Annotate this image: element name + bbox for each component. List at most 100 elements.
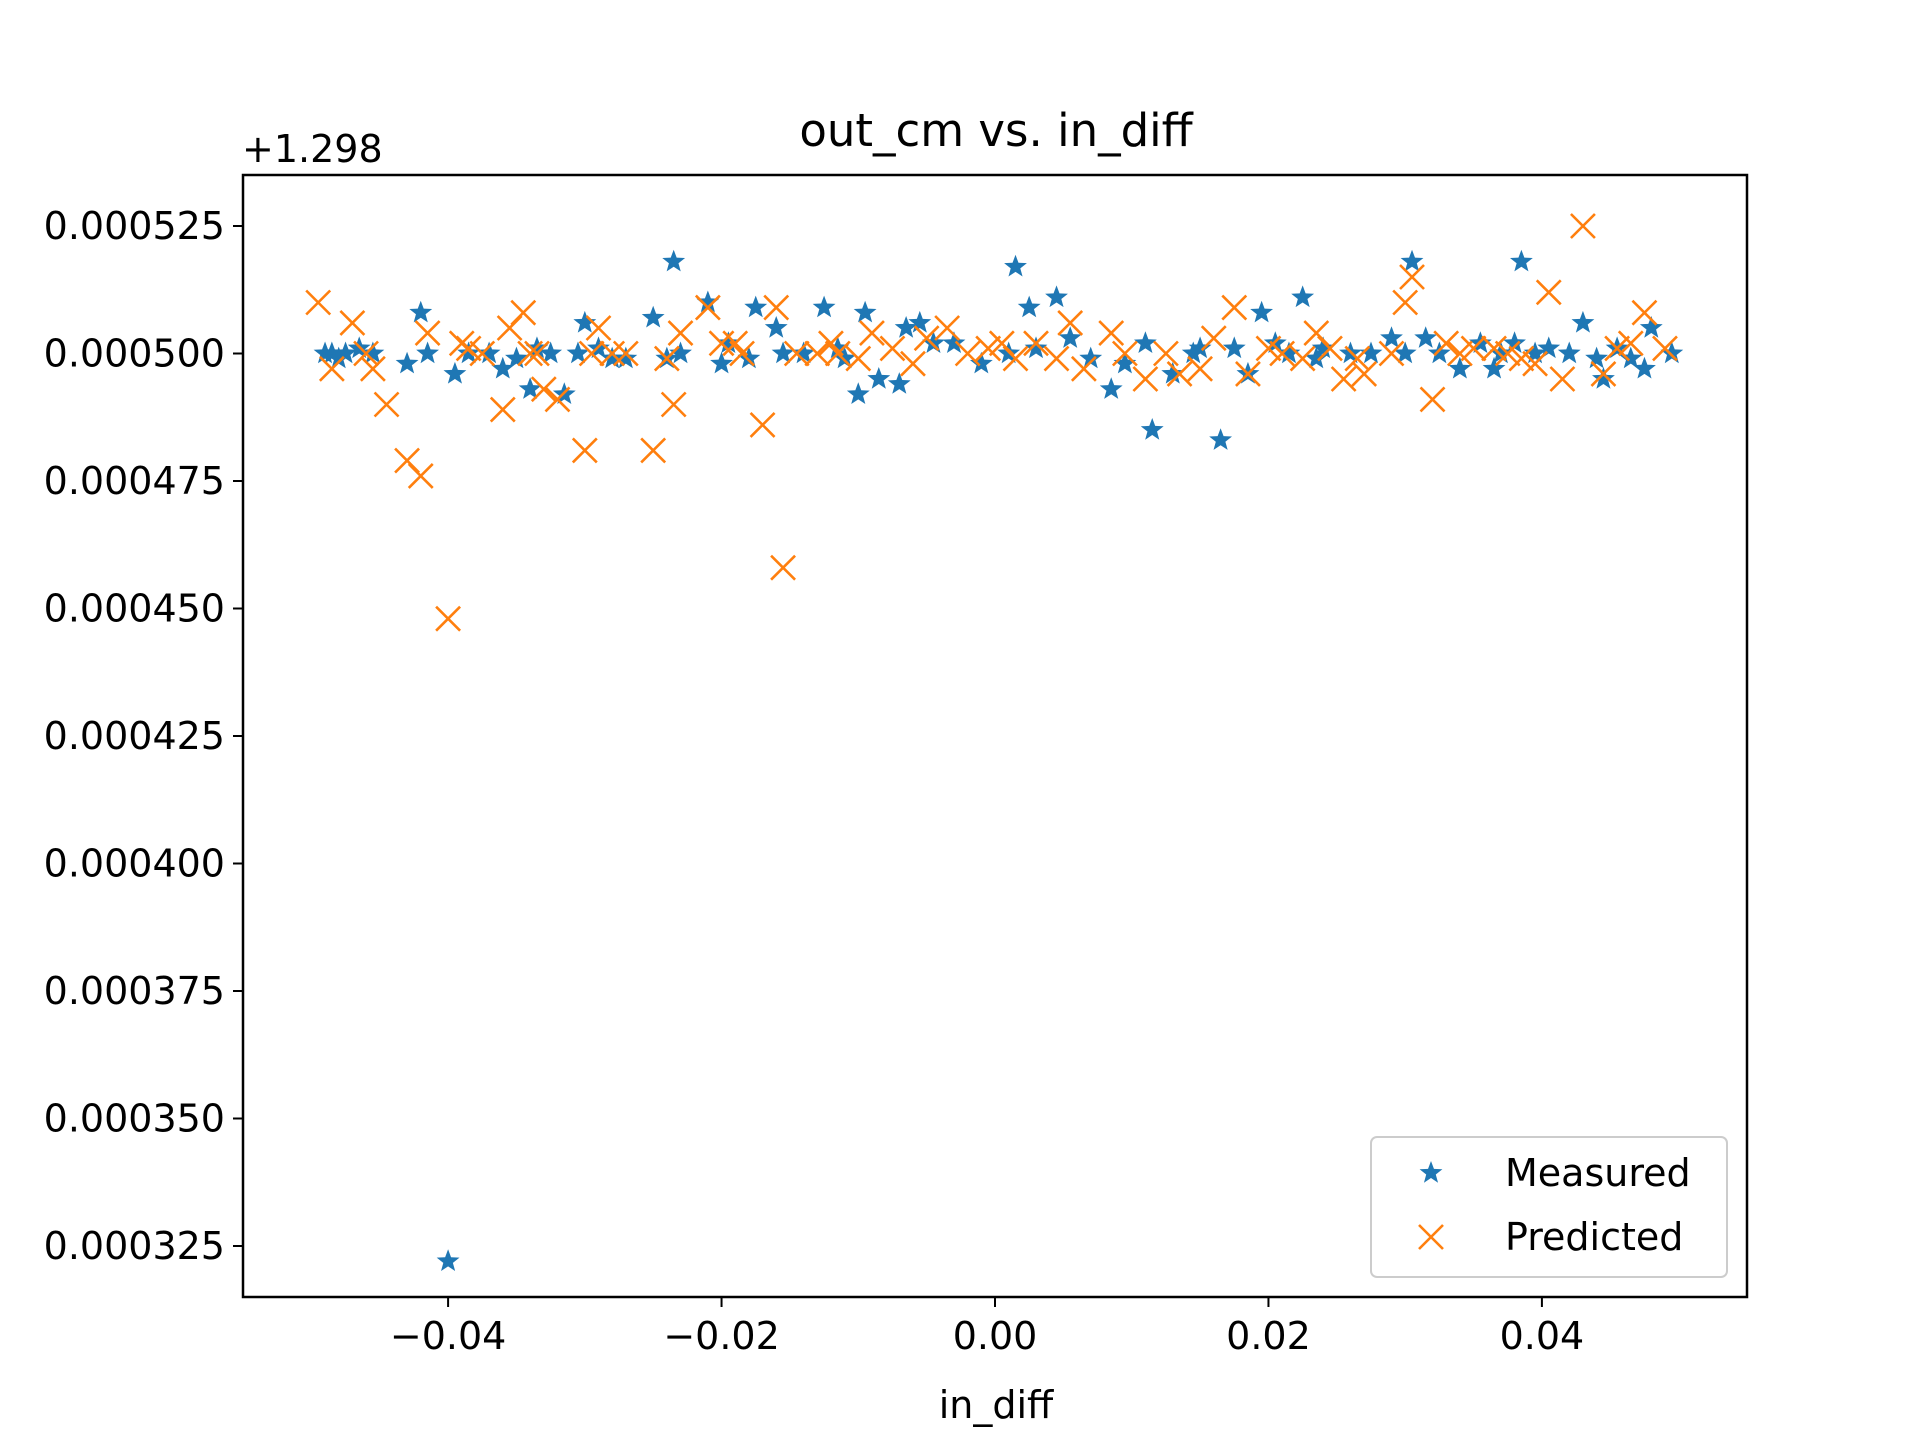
measured-point	[737, 346, 761, 369]
measured-point	[1427, 341, 1451, 364]
y-tick-label: 0.000400	[44, 842, 225, 886]
y-tick-label: 0.000525	[44, 204, 225, 248]
predicted-point	[1549, 366, 1576, 392]
measured-point	[771, 341, 795, 364]
predicted-point	[1535, 279, 1562, 306]
measured-point	[1140, 418, 1164, 440]
predicted-point	[1508, 345, 1535, 372]
predicted-point	[469, 340, 496, 367]
measured-point	[867, 367, 891, 389]
measured-point	[1133, 331, 1157, 354]
predicted-point	[524, 340, 550, 367]
measured-point	[395, 351, 419, 374]
predicted-point	[1570, 213, 1596, 239]
predicted-point	[1152, 340, 1179, 367]
measured-point	[443, 361, 467, 384]
measured-point	[518, 377, 542, 399]
measured-point	[1489, 341, 1513, 364]
measured-point	[1448, 356, 1472, 379]
y-tick-label: 0.000325	[44, 1224, 225, 1268]
predicted-point	[1344, 345, 1371, 372]
measured-point	[1639, 316, 1663, 338]
measured-point	[1181, 341, 1205, 364]
measured-point	[1277, 341, 1301, 364]
measured-point	[1482, 356, 1506, 379]
legend-box	[1370, 1136, 1728, 1278]
predicted-point	[640, 437, 667, 464]
measured-point	[710, 351, 733, 374]
measured-point	[1619, 346, 1643, 369]
measured-point	[716, 331, 740, 354]
measured-point	[573, 310, 597, 333]
measured-point	[505, 346, 528, 369]
predicted-point	[1289, 345, 1316, 372]
measured-point	[1585, 346, 1609, 369]
predicted-point	[510, 299, 537, 326]
measured-point	[600, 346, 624, 369]
predicted-point	[1604, 335, 1631, 362]
predicted-point	[1392, 289, 1419, 316]
measured-point	[662, 249, 686, 272]
predicted-point	[1617, 330, 1644, 357]
measured-point	[1633, 356, 1656, 379]
x-tick-label: −0.04	[390, 1314, 506, 1358]
measured-point	[1660, 341, 1684, 364]
predicted-point	[1446, 340, 1473, 367]
predicted-point	[770, 554, 796, 581]
measured-point	[1592, 367, 1615, 389]
predicted-point	[1317, 335, 1343, 362]
measured-point	[764, 316, 788, 338]
legend: Measured Predicted	[1370, 1136, 1728, 1278]
predicted-point	[1002, 345, 1029, 372]
measured-point	[641, 305, 665, 328]
predicted-point	[1070, 355, 1097, 382]
predicted-point	[339, 309, 366, 336]
predicted-point	[1269, 340, 1296, 367]
y-tick-label: 0.000500	[44, 332, 225, 376]
measured-point	[1017, 295, 1041, 318]
predicted-point	[694, 294, 721, 321]
y-tick-label: 0.000450	[44, 587, 225, 631]
measured-point	[1537, 336, 1561, 359]
measured-point	[792, 341, 815, 364]
predicted-point	[571, 437, 598, 464]
predicted-point	[913, 325, 940, 352]
measured-point	[491, 356, 515, 379]
predicted-point	[585, 315, 612, 341]
predicted-point	[783, 340, 810, 367]
measured-point	[826, 336, 850, 359]
measured-point	[1393, 341, 1417, 364]
predicted-point	[517, 340, 544, 367]
measured-point	[1099, 377, 1123, 399]
measured-point	[566, 341, 590, 364]
measured-point	[361, 341, 385, 364]
predicted-point	[975, 335, 1002, 362]
x-tick-label: −0.02	[663, 1314, 779, 1358]
legend-predicted-label: Predicted	[1505, 1215, 1683, 1259]
measured-point	[744, 295, 768, 318]
predicted-point	[1132, 366, 1159, 392]
predicted-point	[1481, 335, 1507, 362]
measured-point	[1058, 326, 1082, 348]
predicted-point	[1057, 309, 1084, 336]
measured-point	[1380, 326, 1403, 348]
measured-point	[1188, 336, 1212, 359]
measured-point	[327, 346, 351, 369]
predicted-point	[1652, 335, 1678, 362]
predicted-point	[1433, 330, 1460, 357]
measured-point	[1359, 341, 1383, 364]
measured-point	[833, 346, 857, 369]
predicted-point	[900, 350, 926, 377]
predicted-point	[660, 391, 687, 418]
predicted-point	[1631, 299, 1658, 326]
measured-point	[1113, 351, 1137, 374]
predicted-point	[1351, 360, 1378, 387]
measured-point	[1523, 341, 1547, 364]
measured-point	[1024, 336, 1048, 359]
measured-point	[669, 341, 692, 364]
predicted-point	[1419, 386, 1446, 413]
measured-point	[894, 316, 918, 338]
y-axis: 0.000325 0.000350 0.000375 0.000400 0.000425…	[44, 204, 243, 1268]
predicted-point	[859, 320, 885, 347]
